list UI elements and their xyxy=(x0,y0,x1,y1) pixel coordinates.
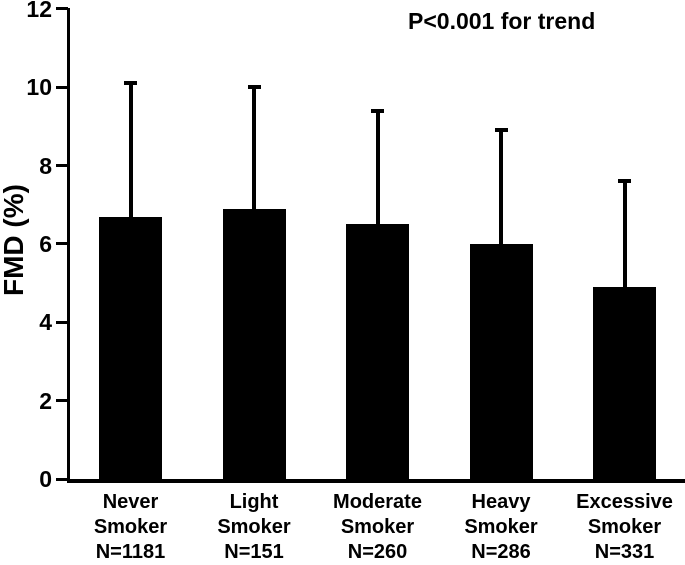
error-bar-cap xyxy=(124,81,137,86)
x-category-label-line: Smoker xyxy=(464,516,538,538)
bar xyxy=(222,208,286,481)
x-category-label-line: Smoker xyxy=(93,516,168,538)
x-category-label-line: Light xyxy=(229,491,279,513)
x-category-label-line: N=260 xyxy=(347,541,408,563)
bar xyxy=(99,216,162,481)
y-tick-mark xyxy=(56,85,68,89)
x-category-label-line: N=151 xyxy=(224,541,284,563)
y-tick-mark xyxy=(56,399,68,403)
x-category-label-line: Never xyxy=(102,491,159,513)
bar xyxy=(593,287,656,481)
bar xyxy=(346,224,409,481)
x-category-label-line: N=1181 xyxy=(95,541,166,563)
y-tick-mark xyxy=(56,164,68,168)
y-tick-label: 6 xyxy=(39,230,52,257)
x-category-label-line: Smoker xyxy=(217,516,291,538)
error-bar-cap xyxy=(247,85,261,90)
y-tick-mark xyxy=(56,477,68,481)
y-axis-line xyxy=(67,8,70,483)
x-category-label-line: N=331 xyxy=(594,541,655,563)
trend-p-value-annotation: P<0.001 for trend xyxy=(408,8,596,34)
y-tick-mark xyxy=(56,320,68,324)
x-category-label: Heavy Smoker N=286 xyxy=(436,490,566,565)
error-bar-cap xyxy=(494,128,508,133)
error-bar-stem xyxy=(622,181,627,296)
x-category-label-line: Excessive xyxy=(576,491,673,513)
x-category-label: Never Smoker N=1181 xyxy=(66,490,196,565)
y-tick-label: 0 xyxy=(39,466,52,492)
y-tick-label: 2 xyxy=(39,387,52,414)
x-category-label: Light Smoker N=151 xyxy=(189,490,319,565)
error-bar-stem xyxy=(375,110,380,233)
x-category-label: Excessive Smoker N=331 xyxy=(560,490,685,565)
x-category-label-line: Moderate xyxy=(333,491,422,513)
y-tick-label: 4 xyxy=(39,309,52,336)
error-bar-stem xyxy=(252,87,256,217)
error-bar-stem xyxy=(128,83,133,225)
error-bar-cap xyxy=(618,179,631,184)
y-tick-label: 12 xyxy=(26,0,52,22)
y-tick-label: 8 xyxy=(39,152,52,179)
x-category-label-line: Heavy xyxy=(471,491,531,513)
y-tick-mark xyxy=(56,7,68,11)
x-category-label-line: Smoker xyxy=(340,516,415,538)
x-category-label-line: N=286 xyxy=(471,541,531,563)
error-bar-stem xyxy=(499,130,503,252)
x-category-label-line: Smoker xyxy=(587,516,662,538)
bar xyxy=(469,243,533,481)
error-bar-cap xyxy=(371,108,384,113)
y-tick-label: 10 xyxy=(26,74,52,101)
y-tick-mark xyxy=(56,242,68,246)
x-axis-line xyxy=(67,479,685,483)
x-category-label: Moderate Smoker N=260 xyxy=(313,490,443,565)
